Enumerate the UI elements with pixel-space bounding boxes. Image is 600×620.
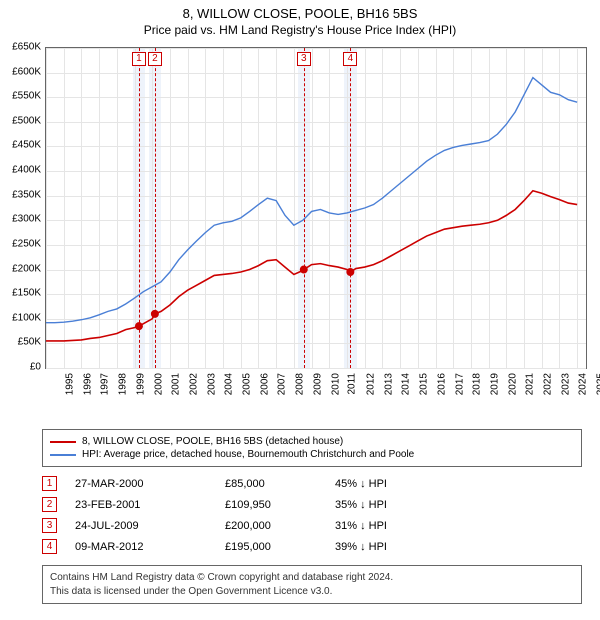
xtick-label: 2006 [259, 373, 270, 395]
ytick-label: £0 [1, 362, 41, 373]
sale-dot [300, 266, 308, 274]
xtick-label: 2020 [507, 373, 518, 395]
xtick-label: 1997 [100, 373, 111, 395]
xtick-label: 2003 [206, 373, 217, 395]
sale-number-box: 1 [132, 52, 146, 66]
ytick-label: £50K [1, 337, 41, 348]
xtick-label: 2007 [277, 373, 288, 395]
sale-dot [346, 268, 354, 276]
xtick-label: 2018 [471, 373, 482, 395]
legend-label: 8, WILLOW CLOSE, POOLE, BH16 5BS (detach… [82, 436, 343, 447]
sales-row-price: £200,000 [225, 520, 335, 532]
ytick-label: £150K [1, 288, 41, 299]
xtick-label: 1996 [82, 373, 93, 395]
ytick-label: £200K [1, 263, 41, 274]
xtick-label: 1995 [64, 373, 75, 395]
chart-subtitle: Price paid vs. HM Land Registry's House … [0, 21, 600, 41]
attribution-line: Contains HM Land Registry data © Crown c… [50, 571, 574, 585]
xtick-label: 2021 [525, 373, 536, 395]
ytick-label: £450K [1, 140, 41, 151]
sales-table: 1 27-MAR-2000£85,00045% ↓ HPI 2 23-FEB-2001… [42, 473, 582, 557]
sales-row-diff: 39% ↓ HPI [335, 541, 582, 553]
sales-row-date: 27-MAR-2000 [75, 478, 225, 490]
ytick-label: £400K [1, 165, 41, 176]
legend-swatch [50, 454, 76, 456]
legend-row: HPI: Average price, detached house, Bour… [50, 448, 574, 461]
xtick-label: 2022 [542, 373, 553, 395]
xtick-label: 2010 [330, 373, 341, 395]
series-line-hpi [46, 78, 577, 323]
ytick-label: £650K [1, 42, 41, 53]
sale-number-box: 3 [297, 52, 311, 66]
xtick-label: 2001 [170, 373, 181, 395]
chart-title: 8, WILLOW CLOSE, POOLE, BH16 5BS [0, 0, 600, 21]
xtick-label: 2002 [188, 373, 199, 395]
xtick-label: 2004 [224, 373, 235, 395]
xtick-label: 2014 [401, 373, 412, 395]
sales-row-price: £109,950 [225, 499, 335, 511]
xtick-label: 2011 [347, 373, 358, 395]
xtick-label: 1998 [117, 373, 128, 395]
sales-row: 1 27-MAR-2000£85,00045% ↓ HPI [42, 473, 582, 494]
series-line-property [46, 191, 577, 341]
series-svg [46, 48, 586, 368]
ytick-label: £600K [1, 66, 41, 77]
xtick-label: 1999 [135, 373, 146, 395]
sale-dot [151, 310, 159, 318]
xtick-label: 2019 [489, 373, 500, 395]
ytick-label: £250K [1, 238, 41, 249]
sales-row-price: £195,000 [225, 541, 335, 553]
sales-row-number: 2 [42, 497, 57, 512]
xtick-label: 2012 [365, 373, 376, 395]
ytick-label: £300K [1, 214, 41, 225]
xtick-label: 2017 [454, 373, 465, 395]
sales-row-diff: 31% ↓ HPI [335, 520, 582, 532]
sales-row-date: 23-FEB-2001 [75, 499, 225, 511]
xtick-label: 2009 [312, 373, 323, 395]
sales-row-date: 24-JUL-2009 [75, 520, 225, 532]
sales-row-date: 09-MAR-2012 [75, 541, 225, 553]
xtick-label: 2005 [241, 373, 252, 395]
attribution-line: This data is licensed under the Open Gov… [50, 585, 574, 599]
legend-row: 8, WILLOW CLOSE, POOLE, BH16 5BS (detach… [50, 435, 574, 448]
sales-row-number: 1 [42, 476, 57, 491]
xtick-label: 2016 [436, 373, 447, 395]
xtick-label: 2025 [595, 373, 600, 395]
sales-row-price: £85,000 [225, 478, 335, 490]
sales-row-number: 4 [42, 539, 57, 554]
sale-dot [135, 322, 143, 330]
xtick-label: 2013 [383, 373, 394, 395]
legend-swatch [50, 441, 76, 443]
sales-row-number: 3 [42, 518, 57, 533]
plot-area: 12 3 4 [45, 47, 587, 369]
xtick-label: 2000 [153, 373, 164, 395]
legend-label: HPI: Average price, detached house, Bour… [82, 449, 414, 460]
sales-row-diff: 45% ↓ HPI [335, 478, 582, 490]
ytick-label: £350K [1, 189, 41, 200]
sales-row: 3 24-JUL-2009£200,00031% ↓ HPI [42, 515, 582, 536]
ytick-label: £550K [1, 91, 41, 102]
xtick-label: 2008 [294, 373, 305, 395]
sales-row-diff: 35% ↓ HPI [335, 499, 582, 511]
legend: 8, WILLOW CLOSE, POOLE, BH16 5BS (detach… [42, 429, 582, 467]
attribution-box: Contains HM Land Registry data © Crown c… [42, 565, 582, 604]
sales-row: 4 09-MAR-2012£195,00039% ↓ HPI [42, 536, 582, 557]
ytick-label: £500K [1, 115, 41, 126]
chart-container: 8, WILLOW CLOSE, POOLE, BH16 5BS Price p… [0, 0, 600, 604]
ytick-label: £100K [1, 312, 41, 323]
xtick-label: 2015 [418, 373, 429, 395]
gridline-h [46, 368, 586, 369]
chart-area: 12 3 4 £0 £50K £100K £150K £200K £250K £300K £350K… [0, 41, 600, 423]
xtick-label: 2024 [578, 373, 589, 395]
xtick-label: 2023 [560, 373, 571, 395]
sale-number-box: 4 [343, 52, 357, 66]
sales-row: 2 23-FEB-2001£109,95035% ↓ HPI [42, 494, 582, 515]
sale-number-box: 2 [148, 52, 162, 66]
